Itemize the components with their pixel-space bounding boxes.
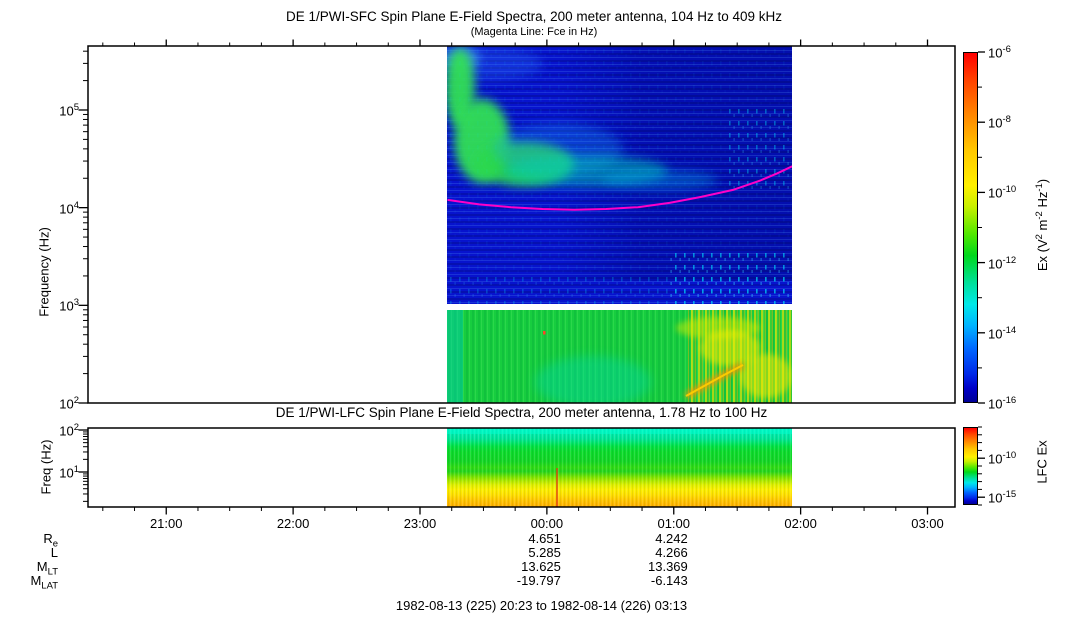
sfc-y-tick-label: 103 [59, 297, 79, 314]
sfc-high-band [447, 46, 792, 304]
sfc-colorbar-tick-label: 10-16 [988, 395, 1017, 412]
ephemeris-row-label: L [50, 545, 58, 560]
sfc-y-tick-label: 105 [59, 101, 79, 119]
lfc-band [447, 428, 792, 507]
ephemeris-value: -19.797 [516, 573, 561, 588]
ephemeris-value: 13.625 [521, 559, 561, 574]
lfc-y-tick-label: 102 [59, 422, 79, 439]
x-tick-label: 21:00 [149, 516, 183, 531]
sfc-y-tick-label: 102 [59, 395, 79, 412]
x-tick-label: 01:00 [657, 516, 691, 531]
sfc-colorbar-tick-label: 10-8 [988, 114, 1011, 131]
x-tick-label: 23:00 [403, 516, 437, 531]
sfc-colorbar-tick-label: 10-6 [988, 44, 1011, 61]
sfc-colorbar [963, 52, 978, 403]
x-tick-label: 03:00 [911, 516, 944, 531]
page-title: DE 1/PWI-SFC Spin Plane E-Field Spectra,… [286, 9, 782, 24]
lfc-panel-title: DE 1/PWI-LFC Spin Plane E-Field Spectra,… [275, 405, 768, 420]
ephemeris-value: 13.369 [648, 559, 688, 574]
lfc-colorbar-tick-label: 10-10 [988, 450, 1017, 467]
ephemeris-value: 4.242 [655, 531, 688, 546]
time-range-footer: 1982-08-13 (225) 20:23 to 1982-08-14 (22… [395, 598, 688, 613]
lfc-colorbar-tick-label: 10-15 [988, 489, 1017, 506]
sfc-low-band [447, 310, 792, 403]
sfc-colorbar-tick-label: 10-12 [988, 254, 1017, 271]
sfc-spectrogram [447, 46, 792, 403]
sfc-colorbar-tick-label: 10-10 [988, 184, 1017, 201]
lfc-colorbar [963, 427, 978, 505]
ephemeris-row-label: MLT [36, 559, 58, 578]
sfc-colorbar-label: Ex (V2 m-2 Hz-1) [1033, 178, 1051, 272]
ephemeris-row-label: MLAT [30, 573, 58, 592]
lfc-colorbar-label: LFC Ex [1034, 440, 1050, 484]
ephemeris-value: 5.285 [528, 545, 561, 560]
ephemeris-value: -6.143 [650, 573, 688, 588]
lfc-y-axis-label: Freq (Hz) [38, 439, 54, 495]
ephemeris-value: 4.266 [655, 545, 688, 560]
x-tick-label: 00:00 [530, 516, 564, 531]
ephemeris-row-label: Re [43, 531, 58, 550]
ephemeris-value: 4.651 [528, 531, 561, 546]
x-tick-label: 02:00 [784, 516, 817, 531]
lfc-y-tick-label: 101 [59, 464, 79, 481]
sfc-y-tick-label: 104 [59, 199, 79, 216]
page-subtitle: (Magenta Line: Fce in Hz) [470, 26, 598, 38]
sfc-y-axis-label: Frequency (Hz) [36, 227, 52, 317]
x-tick-label: 22:00 [276, 516, 310, 531]
sfc-colorbar-tick-label: 10-14 [988, 324, 1017, 342]
lfc-spectrogram [447, 428, 792, 507]
